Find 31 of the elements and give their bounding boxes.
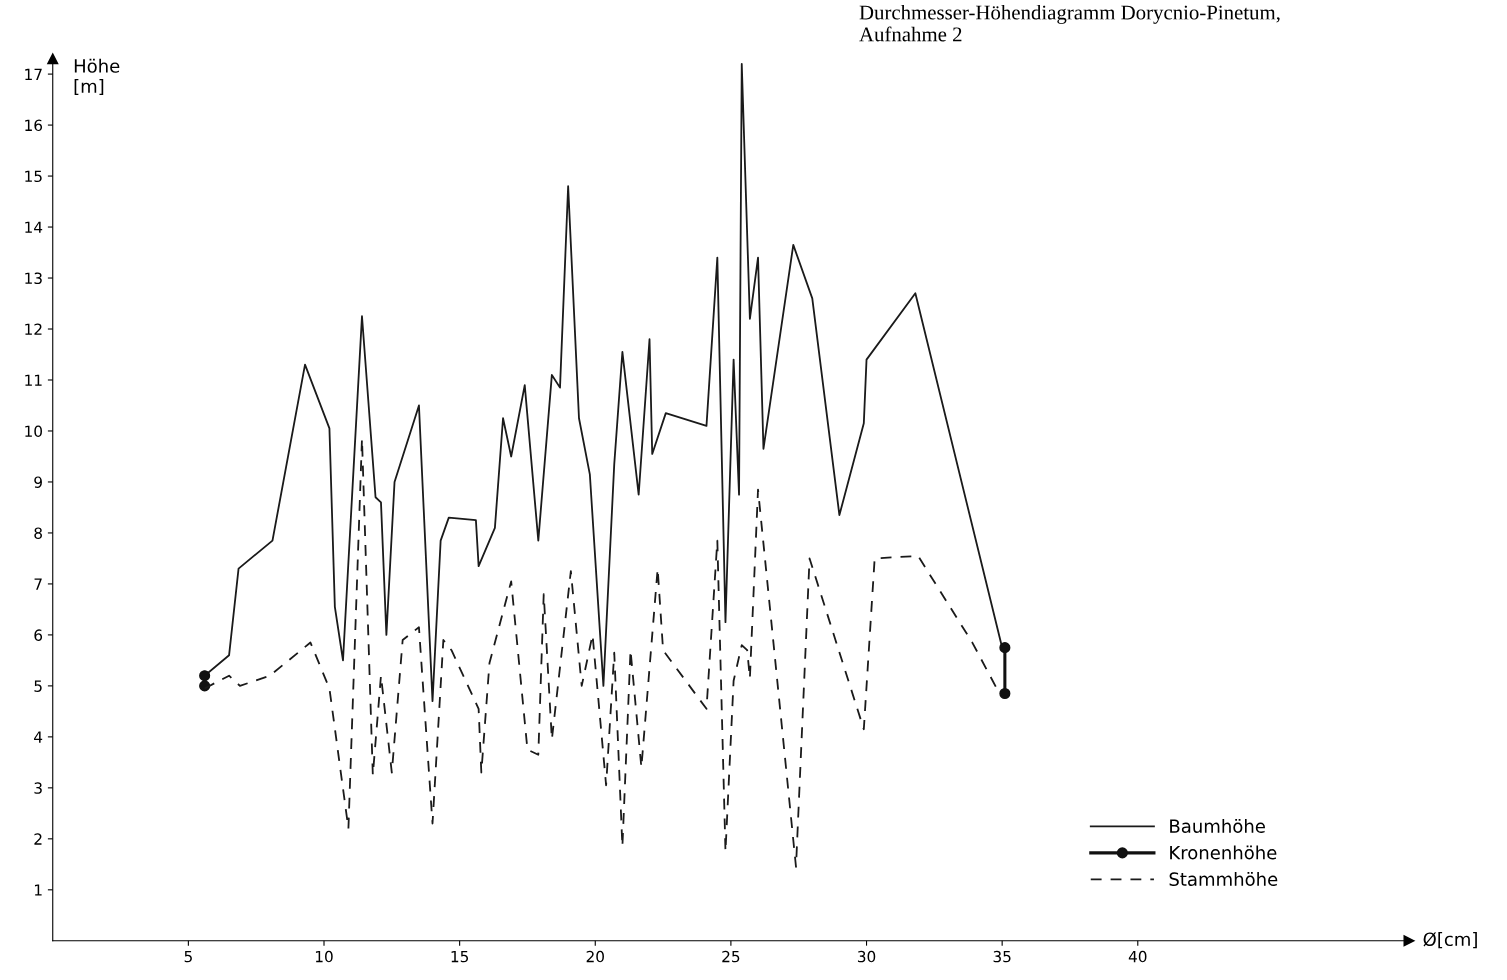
y-tick-label: 7: [34, 578, 42, 590]
y-tick-label: 3: [34, 782, 42, 794]
x-tick-label: 25: [722, 950, 740, 963]
chart-title: Durchmesser-Höhendiagramm Dorycnio-Pinetum, Aufnahme 2: [859, 4, 1280, 42]
y-tick-label: 5: [34, 680, 42, 692]
y-axis-title: Höhe [m]: [74, 58, 120, 96]
legend-label: Kronenhöhe: [1170, 845, 1277, 860]
y-tick-label: 16: [25, 119, 43, 132]
y-tick-label: 9: [34, 476, 42, 488]
y-tick-label: 14: [25, 221, 43, 233]
y-tick-label: 15: [25, 170, 42, 183]
y-tick-label: 4: [34, 731, 43, 743]
y-tick-label: 6: [34, 629, 43, 641]
x-tick-label: 40: [1128, 950, 1147, 963]
y-tick-label: 17: [25, 68, 42, 80]
x-tick-label: 30: [857, 950, 876, 963]
y-tick-label: 13: [25, 272, 42, 285]
y-tick-label: 11: [25, 374, 42, 386]
x-tick-label: 15: [451, 950, 469, 963]
x-axis-title: Ø[cm]: [1423, 932, 1477, 949]
y-tick-label: 8: [34, 527, 42, 539]
y-tick-label: 1: [34, 884, 42, 896]
legend-label: Stammhöhe: [1169, 872, 1278, 886]
x-tick-label: 5: [184, 950, 192, 963]
y-tick-label: 12: [25, 323, 42, 335]
x-tick-label: 10: [315, 950, 333, 963]
y-tick-label: 10: [25, 425, 43, 437]
x-tick-label: 20: [586, 950, 604, 963]
y-tick-label: 2: [34, 833, 42, 845]
legend-label: Baumhöhe: [1170, 819, 1265, 833]
x-tick-label: 35: [993, 950, 1011, 963]
